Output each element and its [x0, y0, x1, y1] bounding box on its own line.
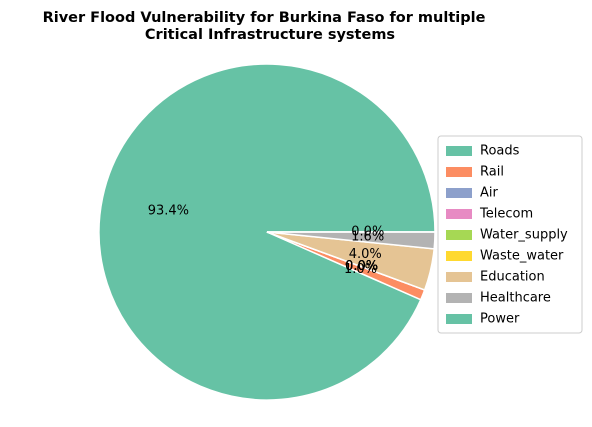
legend-swatch-water-supply [446, 230, 472, 240]
pie-label-rail: 1.0% [344, 262, 377, 277]
legend-label-education: Education [480, 270, 545, 285]
legend-label-healthcare: Healthcare [480, 291, 551, 306]
pie-label-telecom: 0.0% [345, 259, 378, 274]
pie-label-water-supply: 0.0% [345, 259, 378, 274]
pie-labels: 93.4%1.0%0.0%0.0%0.0%0.0%4.0%1.6%0.0% [148, 204, 385, 277]
legend-swatch-education [446, 272, 472, 282]
pie-label-power: 0.0% [351, 225, 384, 240]
pie-label-healthcare: 1.6% [351, 230, 384, 245]
legend: Roads Rail Air Telecom Water_supply Waste_wat… [437, 135, 583, 334]
legend-label-power: Power [480, 312, 520, 327]
legend-frame [437, 135, 583, 334]
legend-swatch-rail [446, 167, 472, 177]
pie-label-roads: 93.4% [148, 204, 189, 219]
legend-label-roads: Roads [480, 144, 520, 159]
legend-label-water-supply: Water_supply [480, 228, 568, 243]
legend-label-air: Air [480, 186, 499, 201]
pie-slices [98, 63, 436, 401]
pie-label-air: 0.0% [345, 259, 378, 274]
legend-swatch-power [446, 314, 472, 324]
legend-label-rail: Rail [480, 165, 504, 180]
legend-label-telecom: Telecom [479, 207, 533, 222]
chart-title-line-2: Critical Infrastructure systems [145, 27, 395, 43]
legend-swatch-air [446, 188, 472, 198]
chart-title-line-1: River Flood Vulnerability for Burkina Fa… [43, 10, 486, 26]
legend-label-waste-water: Waste_water [480, 249, 564, 264]
legend-swatch-waste-water [446, 251, 472, 261]
legend-swatch-roads [446, 146, 472, 156]
pie-label-waste-water: 0.0% [345, 259, 378, 274]
pie-label-education: 4.0% [349, 247, 382, 262]
legend-swatch-healthcare [446, 293, 472, 303]
legend-swatch-telecom [446, 209, 472, 219]
